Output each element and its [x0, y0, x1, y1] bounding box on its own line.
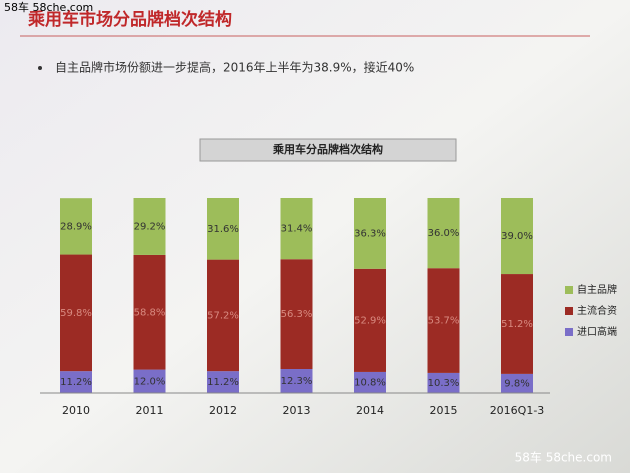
- data-label: 58.8%: [134, 307, 166, 318]
- legend-label: 进口高端: [577, 325, 617, 338]
- data-label: 53.7%: [428, 316, 460, 327]
- bar-segment: [133, 198, 166, 255]
- bar-segment: [207, 198, 239, 260]
- legend-swatch: [565, 328, 573, 336]
- bar-segment: [427, 268, 460, 373]
- bar-segment: [280, 259, 313, 370]
- bar-segment: [60, 254, 92, 372]
- bar-segment: [280, 369, 313, 393]
- x-tick-label: 2014: [356, 404, 384, 417]
- data-label: 28.9%: [60, 221, 92, 232]
- bullet-dot: [38, 66, 42, 70]
- bar-segment: [427, 198, 460, 269]
- watermark: 58车 58che.com: [515, 450, 612, 465]
- bar-segment: [60, 371, 92, 393]
- bar-segment: [501, 373, 533, 393]
- data-label: 36.3%: [354, 228, 386, 239]
- data-label: 11.2%: [60, 377, 92, 388]
- chart-title: 乘用车分品牌档次结构: [272, 142, 383, 156]
- data-label: 31.4%: [281, 224, 313, 235]
- legend-label: 主流合资: [577, 304, 617, 317]
- bar-segment: [207, 371, 239, 393]
- data-label: 29.2%: [134, 221, 166, 232]
- data-label: 39.0%: [501, 231, 533, 242]
- data-label: 31.6%: [207, 224, 239, 235]
- data-label: 10.8%: [354, 377, 386, 388]
- legend-swatch: [565, 307, 573, 315]
- bar-segment: [133, 369, 166, 393]
- legend-label: 自主品牌: [577, 283, 617, 296]
- data-label: 57.2%: [207, 310, 239, 321]
- bar-segment: [354, 268, 386, 372]
- bullet-text: 自主品牌市场份额进一步提高，2016年上半年为38.9%，接近40%: [55, 60, 414, 75]
- data-label: 56.3%: [281, 309, 313, 320]
- x-tick-label: 2012: [209, 404, 237, 417]
- bar-segment: [133, 254, 166, 370]
- bar-segment: [207, 259, 239, 372]
- slide-title: 乘用车市场分品牌档次结构: [27, 9, 232, 30]
- x-tick-label: 2015: [430, 404, 458, 417]
- data-label: 52.9%: [354, 315, 386, 326]
- x-tick-label: 2013: [283, 404, 311, 417]
- bar-segment: [60, 198, 92, 255]
- bar-segment: [427, 372, 460, 393]
- data-label: 10.3%: [428, 378, 460, 389]
- bar-segment: [501, 274, 533, 374]
- bar-segment: [354, 371, 386, 393]
- data-label: 59.8%: [60, 308, 92, 319]
- bar-segment: [354, 198, 386, 269]
- x-tick-label: 2010: [62, 404, 90, 417]
- x-tick-label: 2011: [136, 404, 164, 417]
- data-label: 11.2%: [207, 377, 239, 388]
- data-label: 9.8%: [504, 378, 529, 389]
- x-tick-label: 2016Q1-3: [490, 404, 545, 417]
- legend-swatch: [565, 286, 573, 294]
- watermark: 58车 58che.com: [4, 0, 93, 14]
- data-label: 12.0%: [134, 376, 166, 387]
- bar-segment: [280, 198, 313, 260]
- data-label: 12.3%: [281, 376, 313, 387]
- bar-segment: [501, 198, 533, 275]
- chart-title-box: [199, 138, 457, 162]
- data-label: 51.2%: [501, 319, 533, 330]
- data-label: 36.0%: [428, 228, 460, 239]
